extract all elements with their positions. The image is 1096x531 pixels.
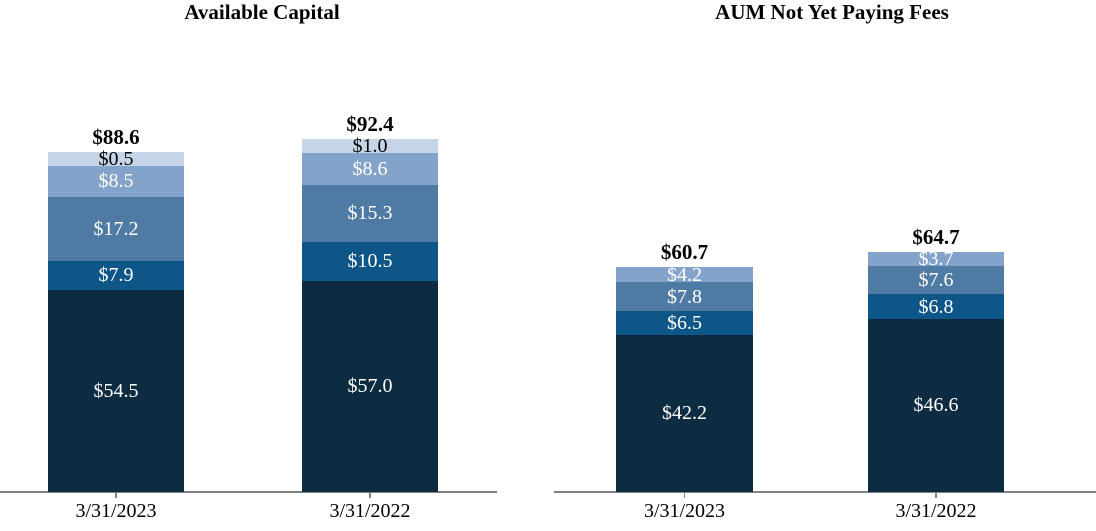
bar-3-31-2023: $60.7 $4.2 $7.8 $6.5 $42.2 [616,241,753,492]
x-axis-tick [935,491,937,498]
x-axis-line [554,491,1096,493]
bar-3-31-2023: $88.6 $0.5 $8.5 $17.2 $7.9 $54.5 [48,126,184,492]
bar-segment-segment-1-navy: $46.6 [868,319,1004,492]
chart-title-available-capital: Available Capital [184,0,340,24]
bar-segment-segment-3-slate-blue: $17.2 [48,197,184,261]
x-axis-tick [683,491,686,498]
chart-aum-not-yet-paying-fees: AUM Not Yet Paying Fees 3/31/2023 $60.7 $4… [548,0,1096,531]
chart-available-capital: Available Capital 3/31/2023 $88.6 $0.5 $8.5… [0,0,497,522]
bar-total-label: $64.7 [912,224,960,249]
x-axis-tick [115,491,117,498]
bar-total-label: $88.6 [92,124,140,149]
x-axis-label: 3/31/2023 [75,500,157,522]
bar-segment-segment-4-light-blue: $8.5 [48,165,184,198]
x-axis-line [0,491,497,493]
bar-segment-segment-3-slate-blue: $15.3 [302,185,438,242]
x-axis-tick [369,491,371,498]
bar-segment-segment-1-navy: $54.5 [48,289,184,492]
x-axis-label: 3/31/2023 [643,500,726,522]
bar-segment-segment-2-dark-blue: $10.5 [302,241,438,281]
bar-segment-segment-5-pale-blue: $1.0 [302,136,438,156]
bar-segment-segment-4-light-blue: $3.7 [868,249,1004,269]
bar-total-label: $92.4 [346,112,394,137]
bar-total-label: $60.7 [660,239,709,264]
bar-segment-segment-5-pale-blue: $0.5 [48,149,184,169]
bar-segment-segment-2-dark-blue: $6.8 [868,293,1004,320]
bar-segment-segment-2-dark-blue: $7.9 [48,260,184,290]
bar-segment-segment-1-navy: $42.2 [616,335,753,492]
chart-title-aum-not-yet-paying-fees: AUM Not Yet Paying Fees [715,0,949,24]
bar-segment-segment-4-light-blue: $4.2 [616,265,753,284]
bar-segment-segment-3-slate-blue: $7.6 [868,265,1004,294]
bar-segment-segment-3-slate-blue: $7.8 [616,282,753,312]
bar-segment-segment-1-navy: $57.0 [302,280,438,492]
bar-segment-segment-4-light-blue: $8.6 [302,153,438,186]
bar-3-31-2022: $92.4 $1.0 $8.6 $15.3 $10.5 $57.0 [302,113,438,492]
bar-3-31-2022: $64.7 $3.7 $7.6 $6.8 $46.6 [868,226,1004,492]
x-axis-label: 3/31/2022 [895,500,977,522]
x-axis-label: 3/31/2022 [329,500,411,522]
bar-segment-segment-2-dark-blue: $6.5 [616,311,753,336]
